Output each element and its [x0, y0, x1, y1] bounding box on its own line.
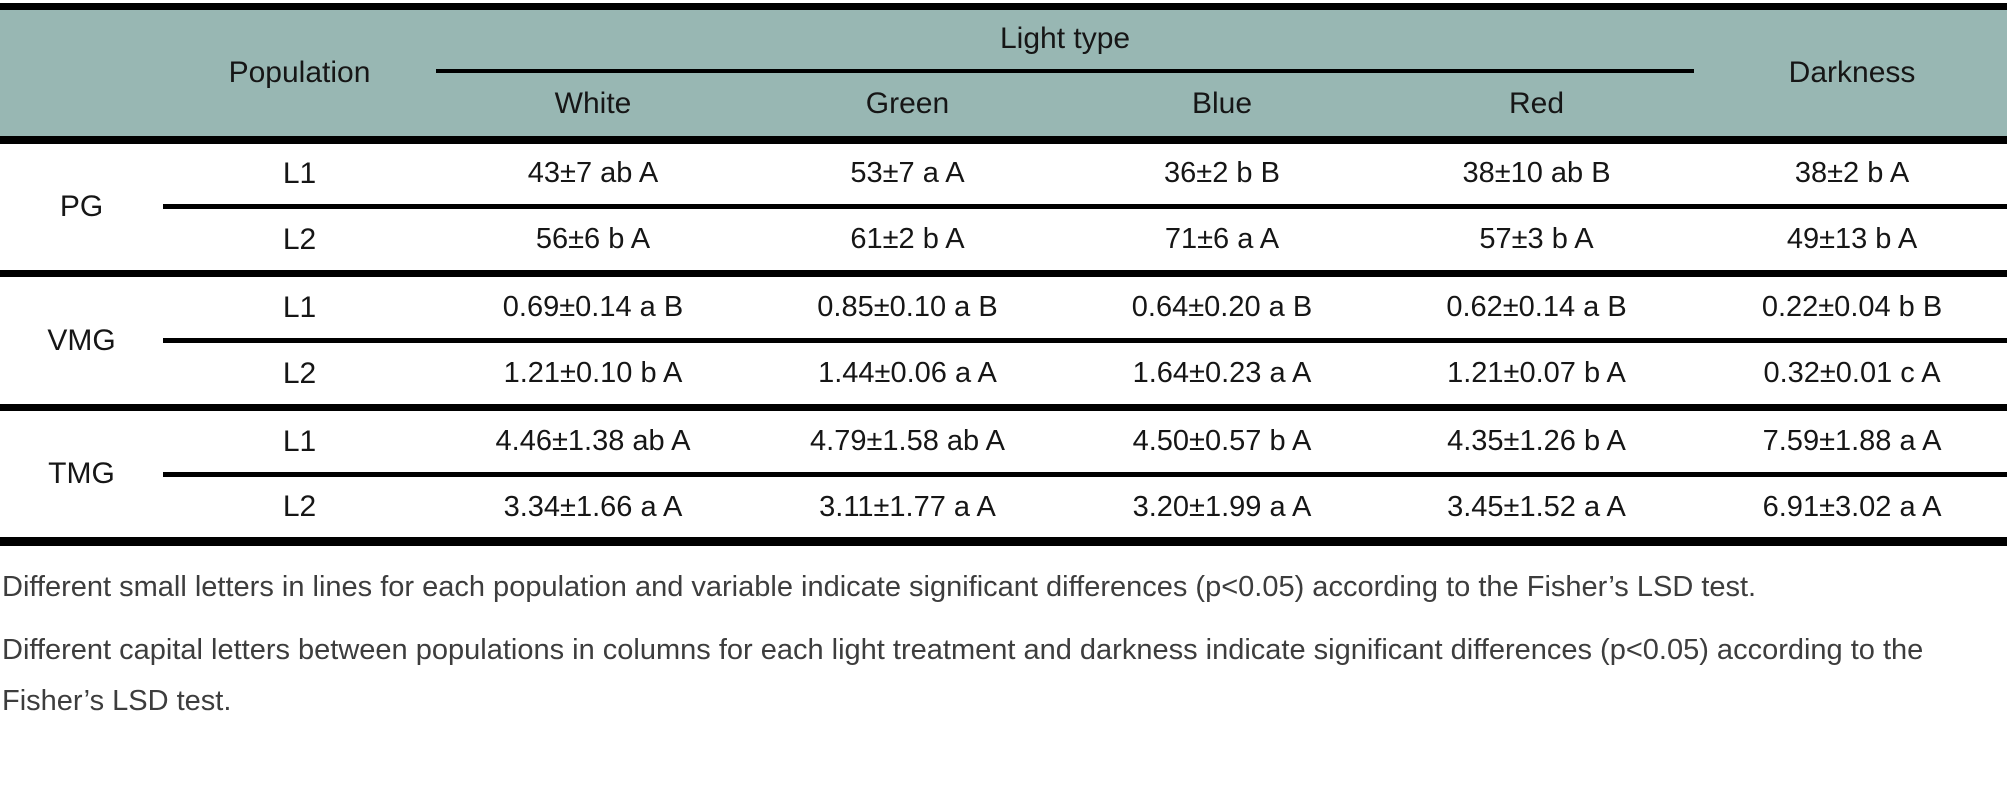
table-cell: 4.46±1.38 ab A: [436, 404, 750, 475]
header-blank-cell: [0, 3, 163, 144]
table-cell: 1.21±0.10 b A: [436, 338, 750, 408]
header-white: White: [436, 70, 750, 144]
table-cell: 0.69±0.14 a B: [436, 270, 750, 341]
line-label: L2: [163, 204, 436, 274]
table-cell: 43±7 ab A: [436, 139, 750, 207]
table-cell: 0.85±0.10 a B: [750, 270, 1065, 341]
table-cell: 71±6 a A: [1065, 204, 1379, 274]
table-cell: 6.91±3.02 a A: [1694, 472, 2007, 546]
table-row-pg-l1: PG L1 43±7 ab A 53±7 a A 36±2 b B 38±10 …: [0, 139, 2007, 274]
table-row-vmg-l1: VMG L1 0.69±0.14 a B 0.85±0.10 a B 0.64±…: [0, 270, 2007, 408]
table-row-tmg-l2: L2 3.34±1.66 a A 3.11±1.77 a A 3.20±1.99…: [0, 472, 2007, 546]
table-cell: 0.32±0.01 c A: [1694, 338, 2007, 408]
table-cell: 38±2 b A: [1694, 139, 2007, 207]
table-row-pg-l2: L2 56±6 b A 61±2 b A 71±6 a A 57±3 b A 4…: [0, 204, 2007, 274]
header-row-sub: White Green Blue Red: [0, 70, 2007, 144]
header-blue: Blue: [1065, 70, 1379, 144]
table-cell: 1.21±0.07 b A: [1379, 338, 1695, 408]
line-label: L2: [163, 338, 436, 408]
footnote-capital-letters: Different capital letters between popula…: [2, 633, 1924, 718]
table-cell: 3.34±1.66 a A: [436, 472, 750, 546]
line-label: L1: [163, 270, 436, 341]
table-cell: 0.64±0.20 a B: [1065, 270, 1379, 341]
table-cell: 56±6 b A: [436, 204, 750, 274]
results-table: Population Light type Darkness White Gre…: [0, 3, 2007, 546]
header-row-top: Population Light type Darkness: [0, 3, 2007, 144]
table-cell: 3.11±1.77 a A: [750, 472, 1065, 546]
table-footnotes: Different small letters in lines for eac…: [0, 546, 2007, 728]
row-group-label-pg: PG: [0, 139, 163, 274]
line-label: L2: [163, 472, 436, 546]
table-cell: 49±13 b A: [1694, 204, 2007, 274]
table-cell: 38±10 ab B: [1379, 139, 1695, 207]
row-group-label-tmg: TMG: [0, 404, 163, 546]
table-cell: 1.64±0.23 a A: [1065, 338, 1379, 408]
table-cell: 4.79±1.58 ab A: [750, 404, 1065, 475]
table-cell: 36±2 b B: [1065, 139, 1379, 207]
table-cell: 61±2 b A: [750, 204, 1065, 274]
footnote-small-letters: Different small letters in lines for eac…: [2, 571, 1757, 603]
table-cell: 4.50±0.57 b A: [1065, 404, 1379, 475]
header-population: Population: [163, 3, 436, 144]
table-cell: 0.62±0.14 a B: [1379, 270, 1695, 341]
table-cell: 3.20±1.99 a A: [1065, 472, 1379, 546]
table-cell: 57±3 b A: [1379, 204, 1695, 274]
table-row-vmg-l2: L2 1.21±0.10 b A 1.44±0.06 a A 1.64±0.23…: [0, 338, 2007, 408]
header-red: Red: [1379, 70, 1695, 144]
row-group-label-vmg: VMG: [0, 270, 163, 408]
table-cell: 53±7 a A: [750, 139, 1065, 207]
table-cell: 0.22±0.04 b B: [1694, 270, 2007, 341]
table-row-tmg-l1: TMG L1 4.46±1.38 ab A 4.79±1.58 ab A 4.5…: [0, 404, 2007, 546]
header-light-type: Light type: [436, 3, 1695, 73]
table-body: PG L1 43±7 ab A 53±7 a A 36±2 b B 38±10 …: [0, 139, 2007, 546]
header-darkness: Darkness: [1694, 3, 2007, 144]
table-cell: 1.44±0.06 a A: [750, 338, 1065, 408]
line-label: L1: [163, 404, 436, 475]
table-cell: 3.45±1.52 a A: [1379, 472, 1695, 546]
table-cell: 4.35±1.26 b A: [1379, 404, 1695, 475]
line-label: L1: [163, 139, 436, 207]
table-header: Population Light type Darkness White Gre…: [0, 3, 2007, 144]
header-green: Green: [750, 70, 1065, 144]
table-cell: 7.59±1.88 a A: [1694, 404, 2007, 475]
